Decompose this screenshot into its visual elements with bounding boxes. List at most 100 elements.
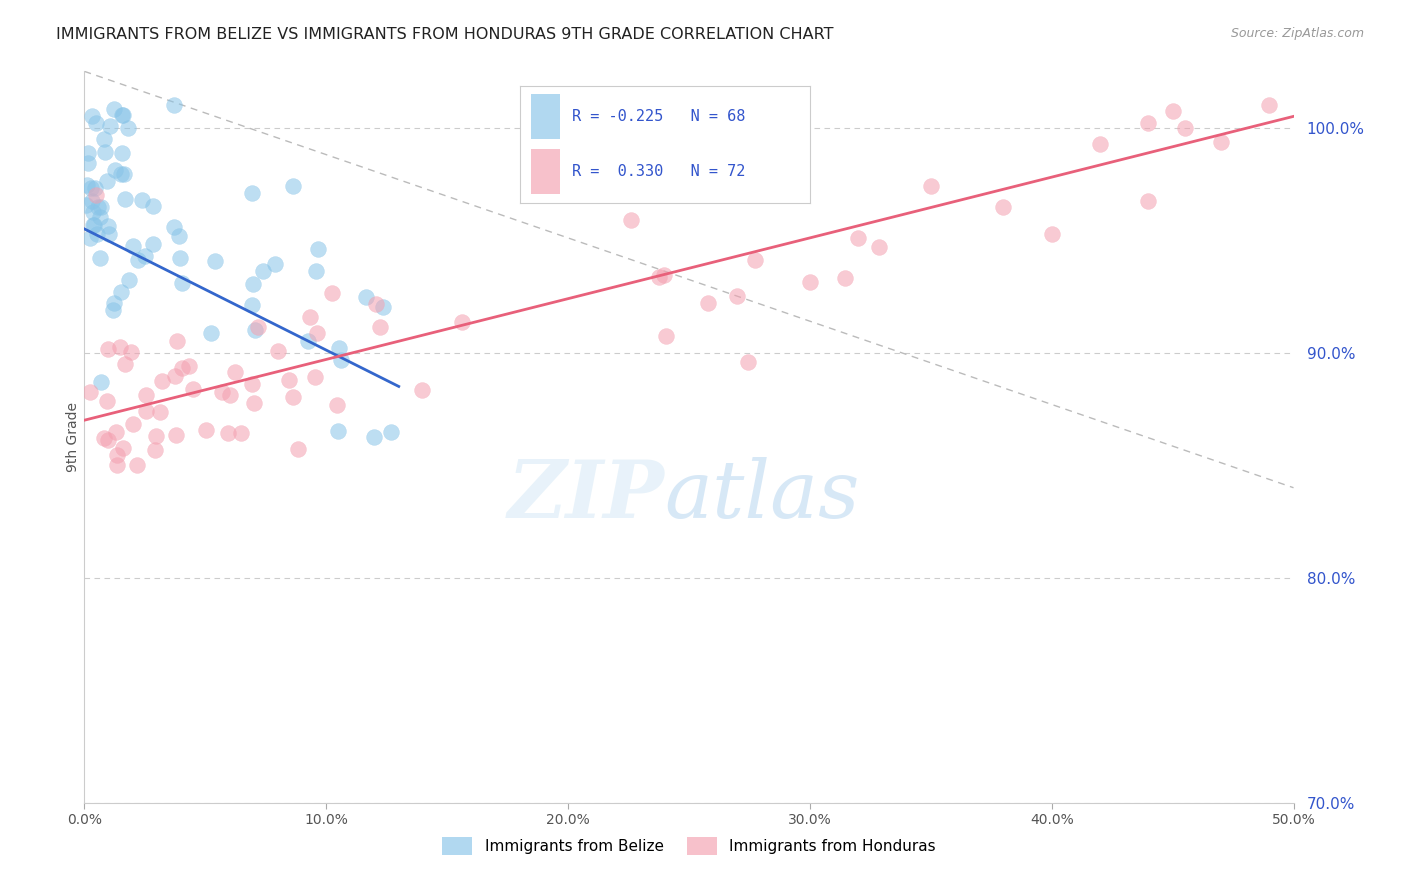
Point: [111, 441, 134, 455]
Point: [79, 384, 101, 399]
Point: [103, 296, 125, 310]
Point: [165, 369, 187, 384]
Point: [114, 192, 136, 206]
Point: [97, 342, 120, 356]
Point: [304, 370, 326, 384]
Point: [252, 264, 274, 278]
Point: [76, 145, 98, 160]
Point: [165, 428, 187, 442]
Point: [96, 393, 118, 408]
Point: [1137, 194, 1160, 208]
Point: [652, 268, 675, 282]
Point: [167, 228, 190, 243]
Point: [90, 200, 112, 214]
Point: [243, 323, 266, 337]
Point: [183, 382, 205, 396]
Point: [75, 198, 97, 212]
Point: [654, 328, 676, 343]
Point: [110, 168, 132, 182]
Point: [110, 285, 132, 300]
Text: atlas: atlas: [665, 457, 860, 534]
Point: [267, 344, 290, 359]
Point: [297, 334, 319, 348]
Point: [321, 286, 343, 301]
Point: [744, 253, 766, 268]
Point: [163, 98, 186, 112]
Point: [98, 119, 121, 133]
Point: [200, 326, 222, 340]
Point: [204, 254, 226, 268]
Point: [846, 231, 869, 245]
Point: [112, 108, 135, 122]
Point: [163, 220, 186, 235]
Text: ZIP: ZIP: [508, 457, 665, 534]
Point: [105, 448, 128, 462]
Point: [1137, 116, 1160, 130]
Point: [231, 426, 253, 441]
Point: [96, 174, 118, 188]
Point: [90, 376, 112, 390]
Point: [307, 242, 329, 256]
Point: [134, 249, 156, 263]
Point: [86, 188, 108, 202]
Point: [356, 290, 378, 304]
Point: [1088, 137, 1111, 152]
Point: [366, 297, 388, 311]
Point: [94, 145, 117, 159]
Point: [89, 252, 111, 266]
Point: [737, 355, 759, 369]
Point: [93, 132, 115, 146]
Point: [103, 102, 125, 116]
Point: [120, 344, 142, 359]
Point: [219, 388, 242, 402]
Point: [142, 198, 165, 212]
Point: [170, 277, 193, 291]
Point: [80, 181, 103, 195]
Point: [240, 377, 263, 392]
Point: [1040, 227, 1063, 241]
Point: [329, 353, 352, 368]
Point: [305, 326, 328, 340]
Point: [834, 270, 856, 285]
Point: [80, 109, 103, 123]
Point: [89, 210, 111, 224]
Point: [799, 275, 821, 289]
Point: [127, 252, 149, 267]
Point: [283, 390, 305, 404]
Point: [111, 108, 134, 122]
Point: [169, 251, 191, 265]
Legend: Immigrants from Belize, Immigrants from Honduras: Immigrants from Belize, Immigrants from …: [436, 831, 942, 861]
Point: [328, 425, 350, 439]
Point: [131, 193, 153, 207]
Point: [143, 442, 166, 457]
Point: [224, 365, 246, 379]
Point: [411, 383, 433, 397]
Point: [380, 425, 402, 439]
Point: [620, 213, 643, 227]
Point: [104, 425, 127, 440]
Point: [868, 239, 890, 253]
Point: [135, 388, 157, 402]
Point: [121, 417, 143, 431]
Y-axis label: 9th Grade: 9th Grade: [66, 402, 80, 472]
Point: [298, 310, 321, 324]
Point: [243, 396, 266, 410]
Point: [98, 227, 121, 242]
Point: [242, 277, 264, 291]
Point: [93, 431, 115, 445]
Point: [145, 429, 167, 443]
Point: [111, 145, 134, 160]
Point: [451, 315, 474, 329]
Point: [101, 303, 124, 318]
Point: [328, 341, 350, 355]
Point: [127, 458, 149, 473]
Point: [725, 289, 748, 303]
Point: [149, 405, 172, 419]
Point: [172, 361, 194, 376]
Point: [1174, 120, 1197, 135]
Point: [82, 218, 104, 232]
Point: [211, 384, 233, 399]
Point: [79, 230, 101, 244]
Point: [86, 227, 108, 241]
Point: [371, 300, 394, 314]
